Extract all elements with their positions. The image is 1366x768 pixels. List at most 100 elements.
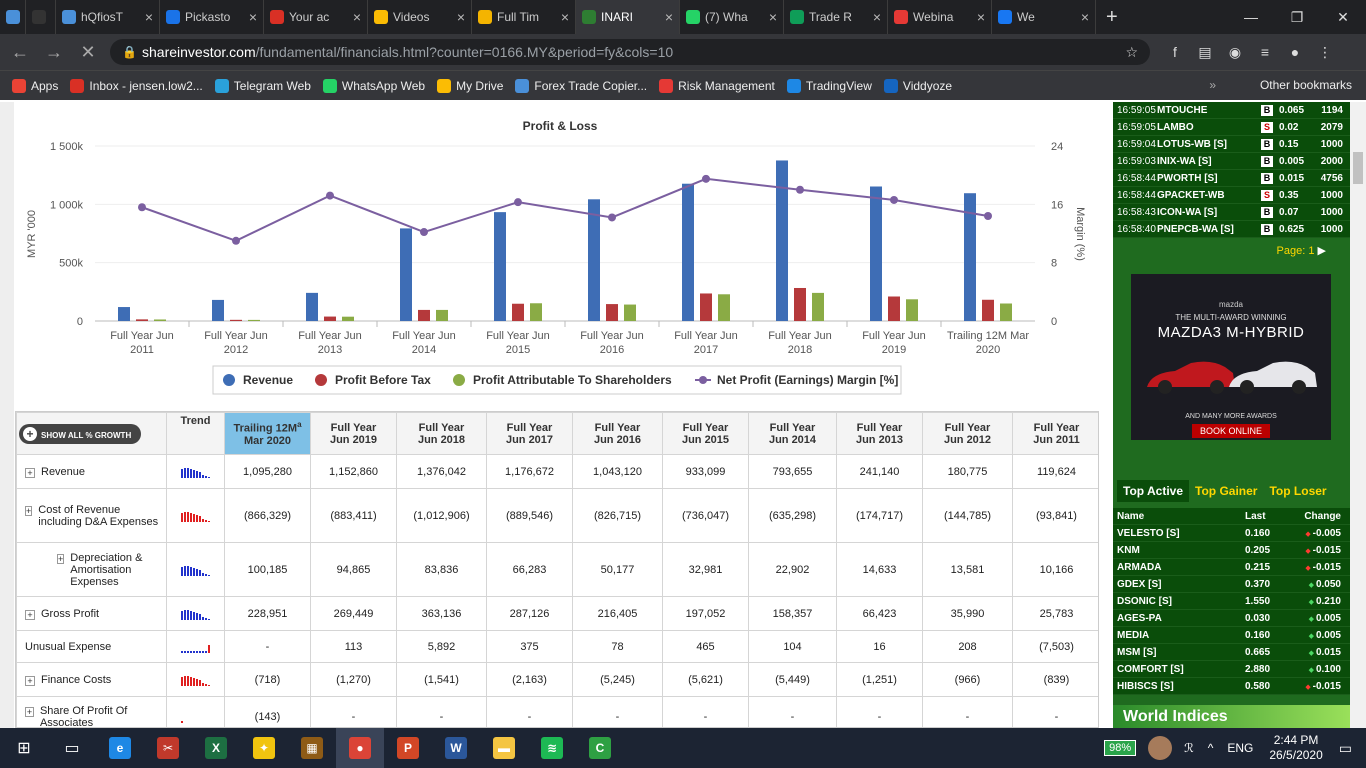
tab-close-icon[interactable]: ×	[976, 9, 985, 25]
tab-close-icon[interactable]: ×	[1080, 9, 1089, 25]
playlist-ext-icon[interactable]: ≡	[1260, 44, 1270, 60]
movers-tab[interactable]: Top Loser	[1269, 484, 1327, 498]
row-label[interactable]: + Revenue	[16, 454, 167, 489]
other-bookmarks[interactable]: Other bookmarks	[1259, 78, 1352, 92]
browser-tab[interactable]: Your ac ×	[264, 0, 368, 34]
mover-row[interactable]: AGES-PA 0.030 ◆ 0.005	[1113, 610, 1350, 627]
tab-close-icon[interactable]: ×	[248, 9, 257, 25]
taskbar-app[interactable]: ✦	[240, 728, 288, 768]
column-header[interactable]: Full Year Jun 2015	[662, 412, 749, 455]
start-button[interactable]: ⊞	[17, 740, 31, 757]
bookmark-item[interactable]: My Drive	[437, 78, 503, 93]
taskbar-app[interactable]: ≋	[528, 728, 576, 768]
movers-tab[interactable]: Top Gainer	[1195, 484, 1258, 498]
row-label[interactable]: + Cost of Revenue including D&A Expenses	[16, 488, 167, 543]
browser-tab[interactable]: (7) Wha ×	[680, 0, 784, 34]
bookmark-overflow-icon[interactable]: »	[1209, 78, 1216, 92]
column-header[interactable]: Full Year Jun 2016	[572, 412, 663, 455]
browser-tab[interactable]: Webina ×	[888, 0, 992, 34]
browser-tab[interactable]: We ×	[992, 0, 1096, 34]
taskbar-app[interactable]: ✂	[144, 728, 192, 768]
close-window-icon[interactable]: ✕	[1337, 9, 1349, 25]
expand-icon[interactable]: +	[25, 505, 33, 516]
bookmark-item[interactable]: Forex Trade Copier...	[515, 78, 647, 93]
mover-row[interactable]: ARMADA 0.215 ◆ -0.015	[1113, 559, 1350, 576]
show-hidden-icons[interactable]: ^	[1207, 741, 1214, 755]
bookmark-item[interactable]: Telegram Web	[214, 78, 311, 93]
column-header[interactable]: Full Year Jun 2014	[748, 412, 837, 455]
star-icon[interactable]: ☆	[1125, 44, 1138, 60]
taskbar-app[interactable]: e	[96, 728, 144, 768]
column-header[interactable]: Full Year Jun 2019	[310, 412, 397, 455]
stack-ext-icon[interactable]: ▤	[1198, 43, 1212, 60]
back-icon[interactable]: ←	[11, 41, 29, 62]
scrollbar-thumb[interactable]	[1353, 152, 1363, 184]
mover-row[interactable]: GDEX [S] 0.370 ◆ 0.050	[1113, 576, 1350, 593]
tab-close-icon[interactable]: ×	[664, 9, 673, 25]
network-people-icon[interactable]: ℛ	[1184, 741, 1194, 755]
notifications-icon[interactable]: ▭	[1338, 739, 1352, 756]
mover-row[interactable]: COMFORT [S] 2.880 ◆ 0.100	[1113, 661, 1350, 678]
profile-avatar-icon[interactable]: ●	[1290, 44, 1300, 60]
movers-tab[interactable]: Top Active	[1117, 480, 1190, 502]
user-avatar-icon[interactable]	[1148, 736, 1173, 760]
column-header[interactable]: Trailing 12Ma Mar 2020	[224, 412, 311, 455]
clock[interactable]: 2:44 PM 26/5/2020	[1269, 733, 1322, 763]
expand-icon[interactable]: +	[25, 609, 35, 620]
tab-close-icon[interactable]: ×	[872, 9, 881, 25]
task-view-icon[interactable]: ▭	[64, 740, 80, 757]
minimize-icon[interactable]: —	[1244, 9, 1258, 25]
address-bar[interactable]: 🔒 shareinvestor.com/fundamental/financia…	[110, 39, 1150, 65]
row-label[interactable]: + Depreciation & Amortisation Expenses	[16, 542, 167, 597]
column-header[interactable]: Full Year Jun 2013	[836, 412, 923, 455]
expand-icon[interactable]: +	[25, 467, 35, 478]
camera-ext-icon[interactable]: ◉	[1228, 43, 1242, 60]
trade-row[interactable]: 16:58:44 GPACKET-WB S 0.35 1000	[1113, 187, 1350, 204]
expand-icon[interactable]: +	[25, 675, 35, 686]
mover-row[interactable]: MEDIA 0.160 ◆ 0.005	[1113, 627, 1350, 644]
row-label[interactable]: + Share Of Profit Of Associates	[16, 696, 167, 727]
bookmark-item[interactable]: Apps	[12, 78, 58, 93]
taskbar-app[interactable]: ▦	[288, 728, 336, 768]
column-header[interactable]: Full Year Jun 2017	[486, 412, 573, 455]
row-label[interactable]: + Finance Costs	[16, 662, 167, 697]
stop-icon[interactable]: ✕	[80, 41, 96, 62]
expand-icon[interactable]: +	[57, 553, 65, 564]
trade-row[interactable]: 16:58:44 PWORTH [S] B 0.015 4756	[1113, 170, 1350, 187]
taskbar-app[interactable]: X	[192, 728, 240, 768]
bookmark-item[interactable]: WhatsApp Web	[322, 78, 425, 93]
browser-tab[interactable]	[26, 0, 56, 34]
tab-close-icon[interactable]: ×	[768, 9, 777, 25]
trade-row[interactable]: 16:58:40 PNEPCB-WA [S] B 0.625 1000	[1113, 221, 1350, 238]
page-scrollbar[interactable]	[1350, 102, 1366, 728]
row-label[interactable]: Unusual Expense	[16, 630, 167, 663]
trade-row[interactable]: 16:58:43 ICON-WA [S] B 0.07 1000	[1113, 204, 1350, 221]
trade-row[interactable]: 16:59:03 INIX-WA [S] B 0.005 2000	[1113, 153, 1350, 170]
trade-row[interactable]: 16:59:04 LOTUS-WB [S] B 0.15 1000	[1113, 136, 1350, 153]
tab-close-icon[interactable]: ×	[144, 9, 153, 25]
trade-row[interactable]: 16:59:05 LAMBO S 0.02 2079	[1113, 119, 1350, 136]
browser-tab[interactable]: Trade R ×	[784, 0, 888, 34]
mover-row[interactable]: MSM [S] 0.665 ◆ 0.015	[1113, 644, 1350, 661]
bookmark-item[interactable]: Inbox - jensen.low2...	[70, 78, 203, 93]
trade-row[interactable]: 16:59:05 MTOUCHE B 0.065 1194	[1113, 102, 1350, 119]
taskbar-app[interactable]: P	[384, 728, 432, 768]
taskbar-app[interactable]: C	[576, 728, 624, 768]
tab-close-icon[interactable]: ×	[456, 9, 465, 25]
language-indicator[interactable]: ENG	[1227, 741, 1254, 755]
row-label[interactable]: + Gross Profit	[16, 596, 167, 631]
taskbar-app[interactable]: W	[432, 728, 480, 768]
browser-tab[interactable]: INARI ×	[576, 0, 680, 34]
battery-indicator[interactable]: 98%	[1104, 740, 1137, 756]
column-header[interactable]: Full Year Jun 2018	[396, 412, 487, 455]
world-indices-header[interactable]: World Indices	[1113, 705, 1350, 728]
browser-tab[interactable]: Full Tim ×	[472, 0, 576, 34]
restore-icon[interactable]: ❐	[1290, 9, 1304, 25]
browser-tab[interactable]: Pickasto ×	[160, 0, 264, 34]
bookmark-item[interactable]: Viddyoze	[883, 78, 952, 93]
mover-row[interactable]: VELESTO [S] 0.160 ◆ -0.005	[1113, 525, 1350, 542]
next-page-icon[interactable]: ▶	[1317, 245, 1326, 257]
mover-row[interactable]: KNM 0.205 ◆ -0.015	[1113, 542, 1350, 559]
bookmark-item[interactable]: TradingView	[786, 78, 872, 93]
expand-icon[interactable]: +	[25, 706, 34, 717]
